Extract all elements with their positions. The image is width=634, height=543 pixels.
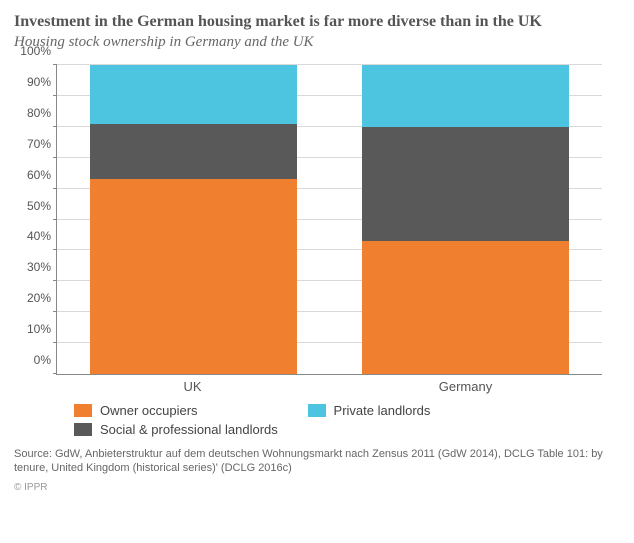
y-axis-label: 40% (27, 229, 57, 243)
bar-germany (362, 65, 569, 374)
x-axis-label: UK (89, 375, 296, 395)
legend-label: Social & professional landlords (100, 422, 278, 437)
y-axis-label: 10% (27, 322, 57, 336)
legend-swatch (308, 404, 326, 417)
y-axis-label: 100% (20, 44, 57, 58)
bar-segment-private-landlords (90, 65, 297, 124)
legend: Owner occupiers Private landlords Social… (74, 403, 620, 437)
y-axis-label: 30% (27, 260, 57, 274)
bar-segment-social-professional (362, 127, 569, 241)
y-axis-label: 20% (27, 291, 57, 305)
legend-item-social-professional: Social & professional landlords (74, 422, 278, 437)
legend-label: Private landlords (334, 403, 431, 418)
x-axis-labels: UK Germany (56, 375, 602, 395)
legend-item-private-landlords: Private landlords (308, 403, 431, 418)
y-axis-label: 70% (27, 137, 57, 151)
bar-segment-owner-occupiers (362, 241, 569, 374)
x-axis-label: Germany (362, 375, 569, 395)
bar-segment-private-landlords (362, 65, 569, 127)
y-axis-label: 0% (34, 353, 57, 367)
chart-title: Investment in the German housing market … (14, 12, 620, 32)
legend-label: Owner occupiers (100, 403, 198, 418)
bars-container (57, 65, 602, 374)
watermark: © IPPR (14, 482, 620, 493)
y-axis-label: 90% (27, 75, 57, 89)
bar-segment-social-professional (90, 124, 297, 180)
y-axis-label: 50% (27, 199, 57, 213)
source-text: Source: GdW, Anbieterstruktur auf dem de… (14, 447, 620, 476)
legend-item-owner-occupiers: Owner occupiers (74, 403, 198, 418)
legend-swatch (74, 404, 92, 417)
bar-uk (90, 65, 297, 374)
legend-swatch (74, 423, 92, 436)
bar-segment-owner-occupiers (90, 179, 297, 374)
plot-area: 0% 10% 20% 30% 40% 50% 60% 70% 80% 90% 1… (56, 65, 602, 375)
chart-area: 0% 10% 20% 30% 40% 50% 60% 70% 80% 90% 1… (56, 65, 602, 395)
y-axis-label: 80% (27, 106, 57, 120)
chart-subtitle: Housing stock ownership in Germany and t… (14, 34, 620, 51)
y-axis-label: 60% (27, 168, 57, 182)
